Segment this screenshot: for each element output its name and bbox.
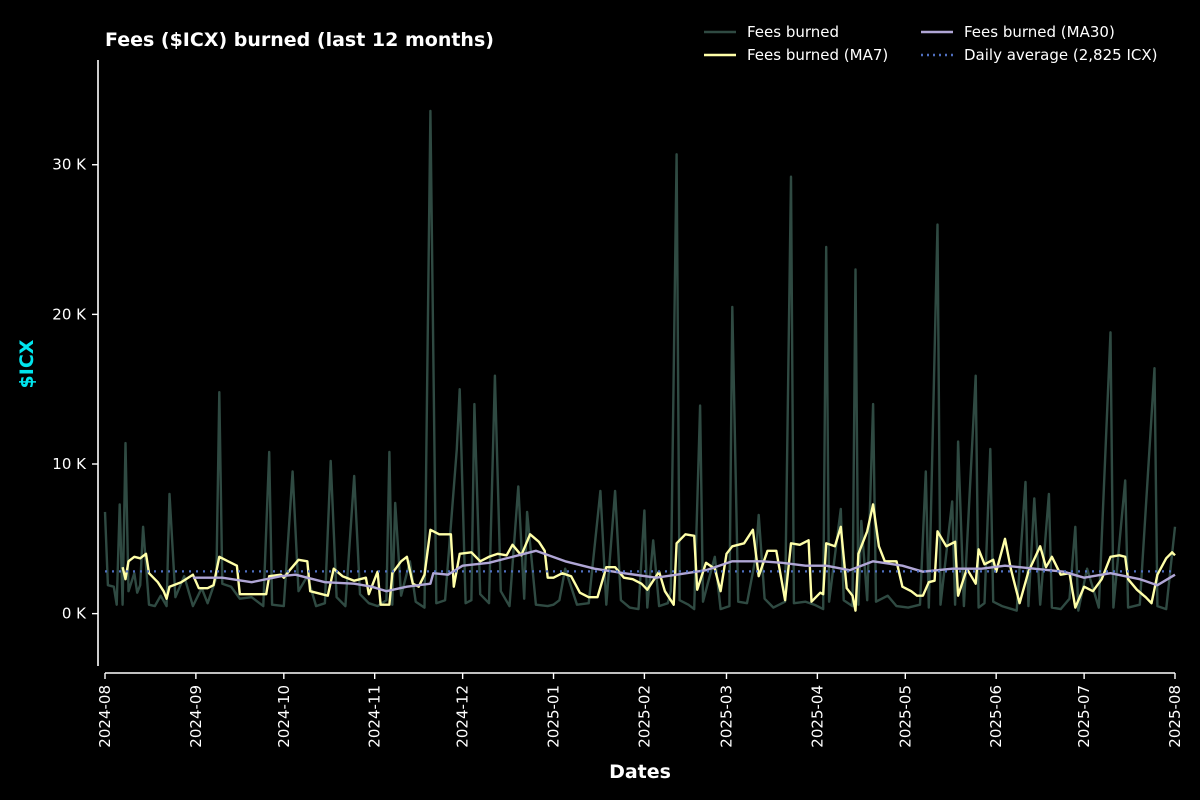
- x-tick-label: 2025-02: [635, 685, 653, 748]
- x-tick-label: 2025-07: [1075, 685, 1093, 748]
- x-tick-label: 2025-01: [545, 685, 563, 748]
- y-tick-label: 10 K: [52, 455, 87, 473]
- y-tick-label: 0 K: [62, 605, 87, 623]
- x-tick-label: 2025-04: [808, 685, 826, 748]
- series-layer: [103, 109, 1177, 612]
- legend-label: Daily average (2,825 ICX): [964, 46, 1157, 64]
- legend-label: Fees burned (MA7): [747, 46, 888, 64]
- series-ma30-line: [192, 549, 1176, 593]
- x-tick-label: 2025-08: [1166, 685, 1184, 748]
- x-axis-title: Dates: [609, 761, 671, 783]
- x-tick-label: 2024-11: [366, 685, 384, 748]
- series-fees-burned-line: [103, 109, 1177, 612]
- x-tick-label: 2025-06: [987, 685, 1005, 748]
- x-tick-label: 2025-03: [718, 685, 736, 748]
- y-axis: 0 K 10 K 20 K 30 K: [52, 60, 99, 666]
- x-axis: 2024-08 2024-09 2024-10 2024-11 2024-12 2025-…: [96, 672, 1184, 748]
- legend-label: Fees burned: [747, 23, 839, 41]
- x-tick-label: 2024-10: [275, 685, 293, 748]
- x-tick-label: 2024-09: [187, 685, 205, 748]
- y-tick-label: 30 K: [52, 156, 87, 174]
- x-tick-label: 2025-05: [896, 685, 914, 748]
- legend-label: Fees burned (MA30): [964, 23, 1115, 41]
- chart-title: Fees ($ICX) burned (last 12 months): [105, 29, 494, 51]
- x-tick-label: 2024-08: [96, 685, 114, 748]
- y-tick-label: 20 K: [52, 305, 87, 323]
- x-tick-label: 2024-12: [454, 685, 472, 748]
- y-axis-title: $ICX: [16, 339, 38, 388]
- series-ma7-line: [121, 503, 1176, 612]
- legend: Fees burned Fees burned (MA7) Fees burned …: [704, 23, 1157, 64]
